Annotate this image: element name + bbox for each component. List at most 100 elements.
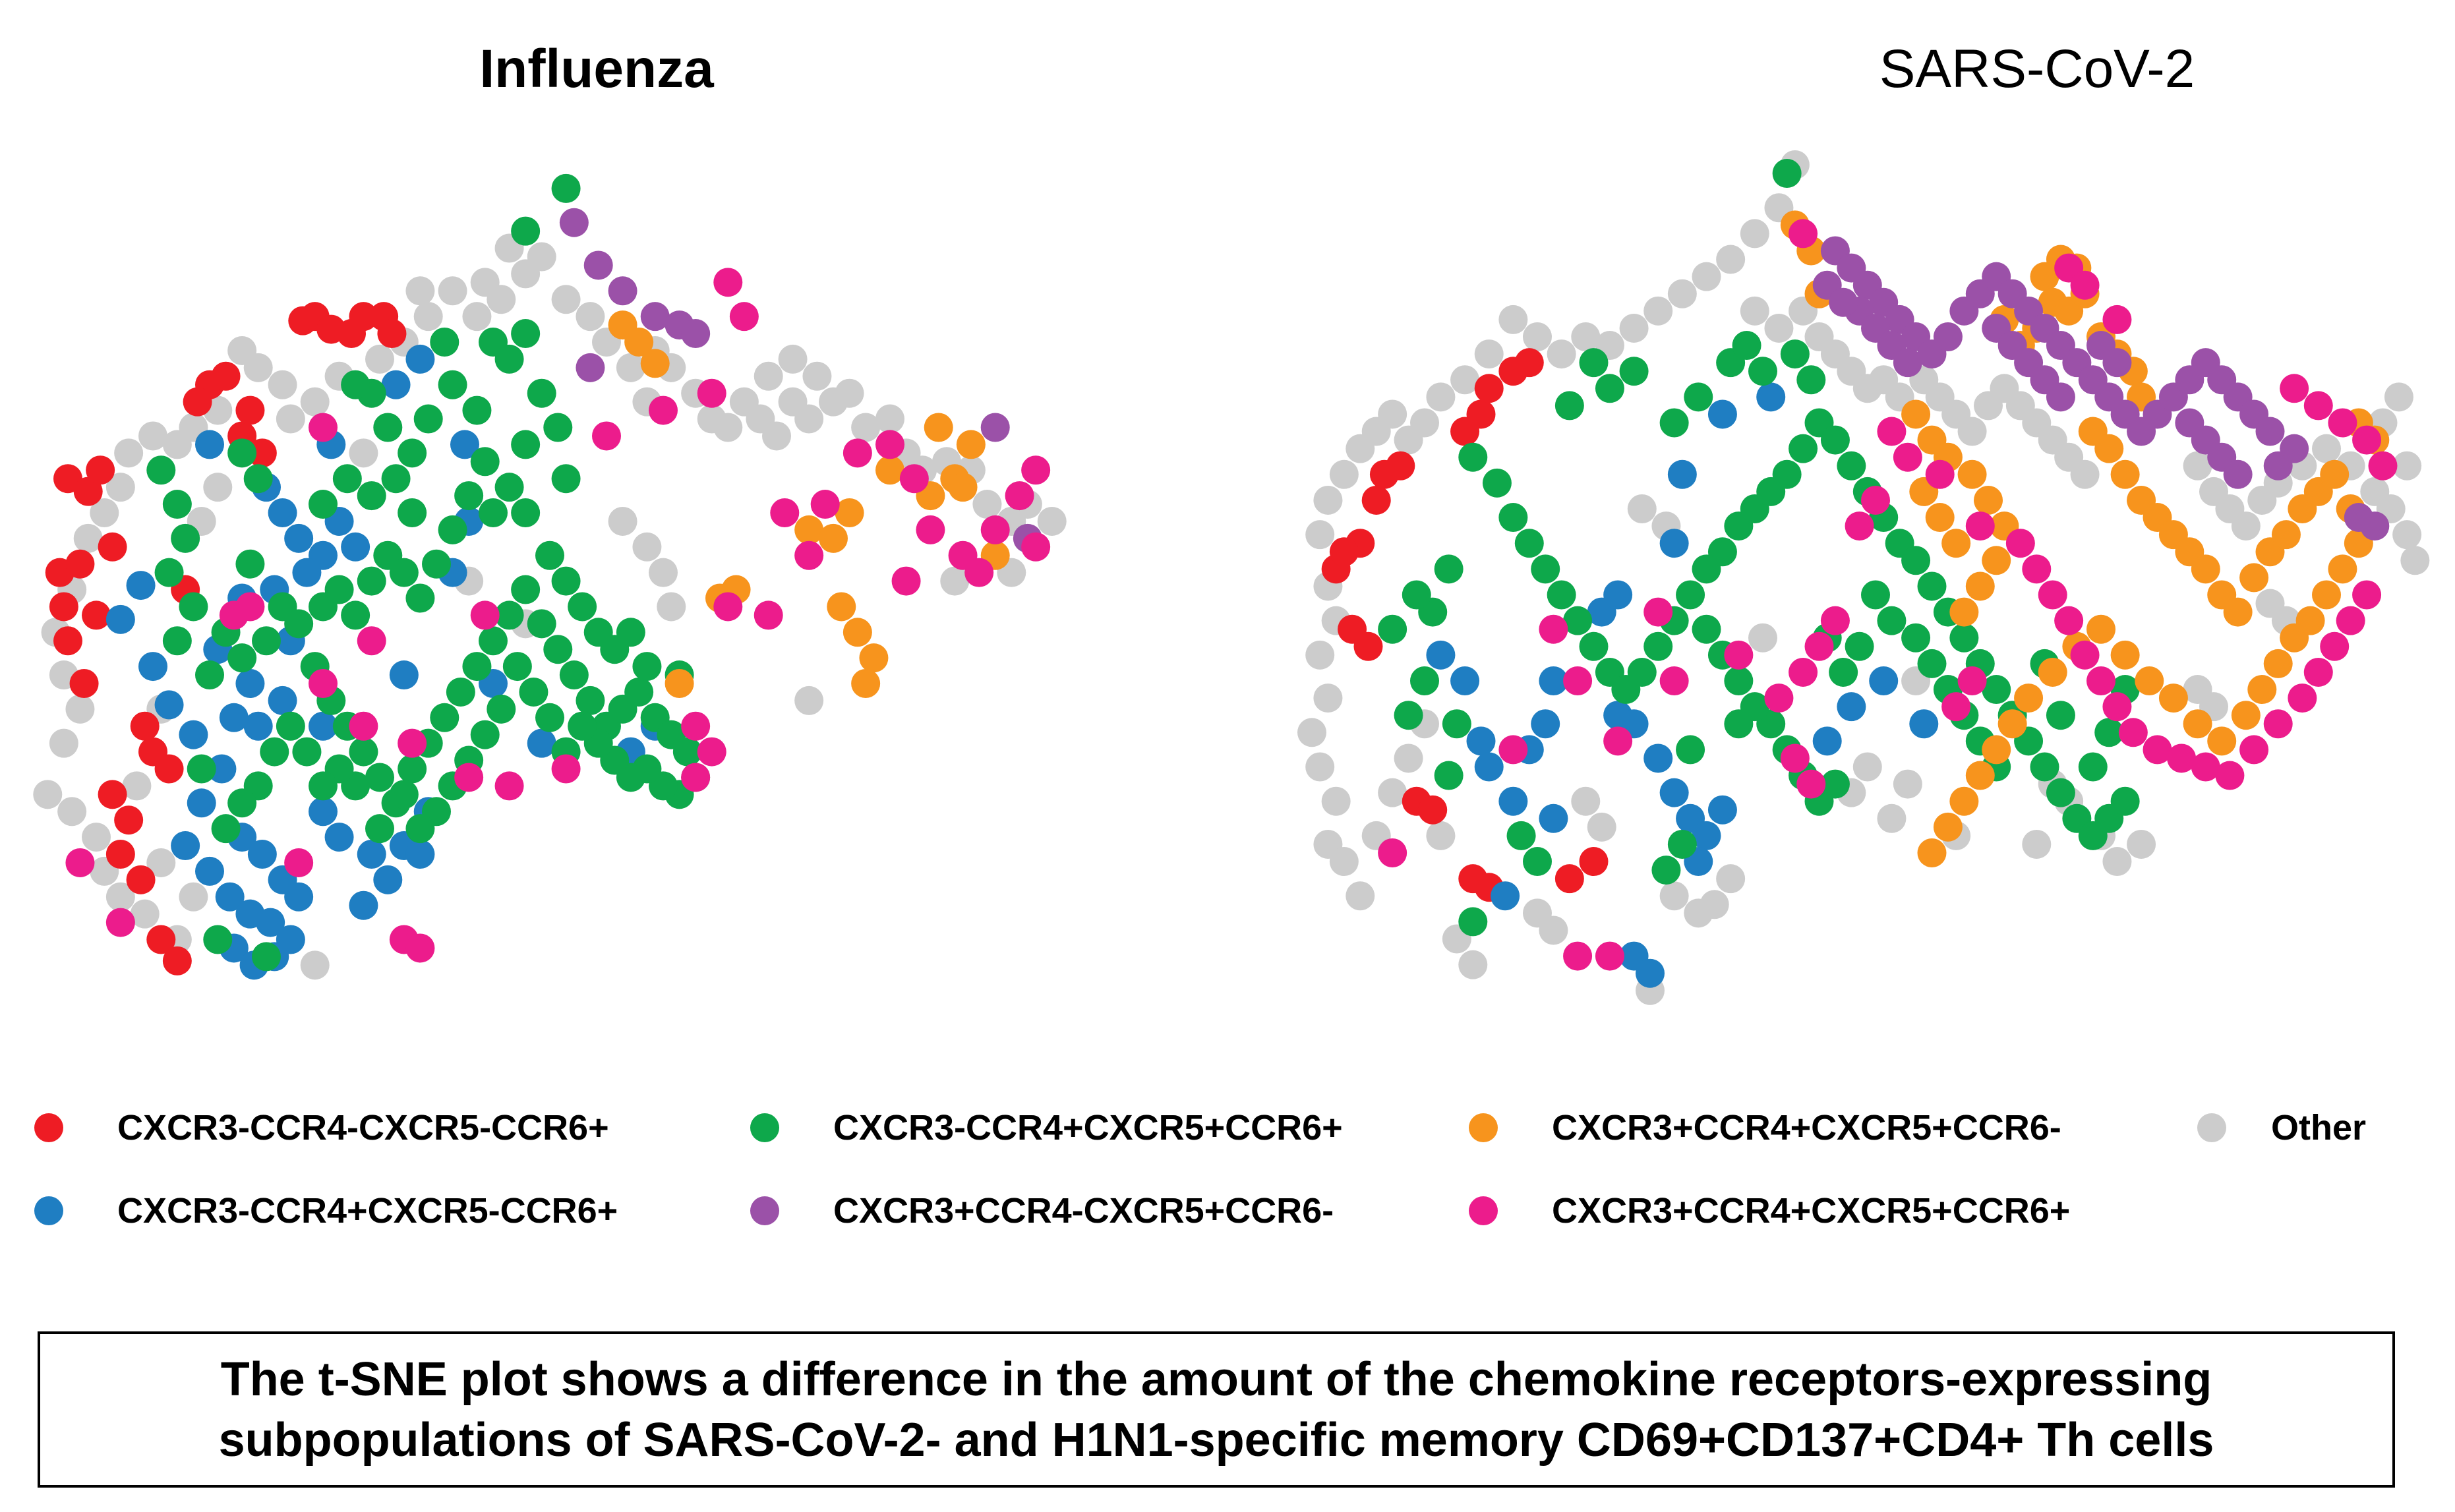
scatter-point <box>349 438 378 468</box>
scatter-point <box>260 737 289 767</box>
scatter-point <box>138 421 167 451</box>
scatter-point <box>754 361 783 391</box>
scatter-point <box>576 353 605 382</box>
scatter-point <box>1402 580 1431 610</box>
scatter-point <box>1877 606 1907 635</box>
scatter-point <box>697 378 726 408</box>
scatter-point <box>2288 683 2317 713</box>
scatter-point <box>1442 709 1471 739</box>
scatter-point <box>357 481 386 511</box>
scatter-point <box>1450 666 1480 695</box>
legend-item-cxcr3-ccr4plus-cxcr5-ccr6plus: CXCR3-CCR4+CXCR5-CCR6+ <box>34 1190 618 1231</box>
scatter-point <box>2328 554 2357 584</box>
scatter-point <box>1949 623 1979 653</box>
scatter-point <box>1982 735 2011 765</box>
scatter-point <box>1925 503 1955 533</box>
scatter-point <box>203 925 233 954</box>
scatter-point <box>1789 434 1818 463</box>
scatter-point <box>1037 506 1067 536</box>
scatter-point <box>211 814 241 844</box>
scatter-point <box>713 592 743 622</box>
scatter-point <box>2239 735 2269 765</box>
scatter-point <box>1772 159 1802 189</box>
influenza-panel-title: Influenza <box>479 39 714 99</box>
scatter-point <box>1659 881 1689 911</box>
scatter-point <box>543 413 573 442</box>
scatter-point <box>511 498 541 527</box>
scatter-point <box>1796 365 1826 395</box>
scatter-point <box>1021 455 1051 485</box>
scatter-point <box>2280 623 2309 653</box>
scatter-point <box>1909 709 1939 739</box>
scatter-point <box>729 302 759 332</box>
scatter-point <box>454 763 484 792</box>
scatter-point <box>713 268 743 297</box>
scatter-point <box>1692 262 1721 291</box>
scatter-point <box>1901 399 1931 429</box>
scatter-point <box>1474 752 1504 782</box>
scatter-point <box>2231 701 2261 730</box>
scatter-point <box>2223 597 2253 627</box>
scatter-point <box>1482 468 1512 498</box>
scatter-point <box>551 173 581 203</box>
scatter-point <box>494 344 524 374</box>
scatter-point <box>640 302 670 332</box>
scatter-point <box>227 438 257 468</box>
scatter-point <box>1361 485 1391 515</box>
scatter-point <box>1531 554 1560 584</box>
scatter-point <box>2255 417 2285 446</box>
scatter-point <box>227 643 257 673</box>
scatter-point <box>1724 709 1754 739</box>
scatter-point <box>1498 503 1528 533</box>
scatter-point <box>413 404 443 434</box>
scatter-point <box>154 690 184 720</box>
scatter-point <box>1965 511 1995 541</box>
scatter-point <box>284 848 314 877</box>
scatter-point <box>90 498 119 527</box>
scatter-point <box>1724 640 1754 670</box>
scatter-point <box>1005 481 1034 511</box>
scatter-point <box>1329 537 1359 567</box>
scatter-point <box>559 208 589 237</box>
legend: CXCR3-CCR4-CXCR5-CCR6+ CXCR3-CCR4+CXCR5+… <box>0 1107 2455 1259</box>
scatter-point <box>1458 442 1488 472</box>
scatter-point <box>2239 563 2269 593</box>
scatter-point <box>65 694 95 724</box>
scatter-point <box>1619 357 1649 386</box>
scatter-point <box>162 430 192 459</box>
scatter-point <box>1434 554 1464 584</box>
scatter-point <box>187 754 216 784</box>
scatter-point <box>114 438 144 468</box>
scatter-point <box>438 276 467 306</box>
scatter-point <box>470 447 500 477</box>
scatter-point <box>1893 442 1922 472</box>
scatter-point <box>1643 597 1673 627</box>
scatter-point <box>1829 657 1858 687</box>
series-cxcr3-ccr4-cxcr5-ccr6plus <box>45 302 407 975</box>
scatter-point <box>284 609 314 639</box>
scatter-point <box>1796 769 1826 799</box>
scatter-point <box>162 626 192 656</box>
scatter-point <box>1949 597 1979 627</box>
scatter-point <box>2328 408 2357 438</box>
scatter-point <box>649 558 678 587</box>
scatter-point <box>1659 666 1689 695</box>
scatter-point <box>1861 580 1890 610</box>
scatter-point <box>126 865 156 894</box>
scatter-point <box>1707 537 1737 567</box>
scatter-point <box>2368 451 2398 480</box>
scatter-point <box>309 711 338 741</box>
scatter-point <box>843 438 872 468</box>
scatter-point <box>1603 580 1633 610</box>
scatter-point <box>1636 958 1665 988</box>
scatter-point <box>1982 675 2011 705</box>
scatter-point <box>1829 287 1858 317</box>
scatter-point <box>2094 434 2124 463</box>
scatter-point <box>494 600 524 630</box>
scatter-point <box>875 430 904 459</box>
scatter-point <box>2054 606 2084 635</box>
scatter-point <box>98 532 127 562</box>
scatter-point <box>2070 640 2100 670</box>
scatter-point <box>2014 683 2044 713</box>
scatter-point <box>2336 606 2365 635</box>
